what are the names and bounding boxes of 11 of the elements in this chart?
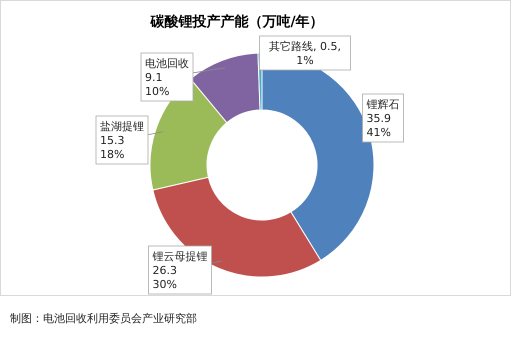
data-label: 9.1 10% [145,71,170,98]
slice-label: 其它路线, 0.5, 1% [269,40,341,67]
chart-title: 碳酸锂投产产能（万吨/年） [149,13,324,30]
text: 制图：电池回收利用委员会产业研究部 [10,312,197,325]
slice-label: 电池回收 [145,57,189,70]
slice-label: 锂云母提锂 [152,250,208,263]
data-label: 35.9 41% [366,112,391,139]
data-label: 26.3 30% [152,264,177,291]
slice-label: 盐湖提锂 [100,120,144,133]
slice-label: 锂辉石 [366,98,400,111]
data-label: 15.3 18% [100,134,124,161]
